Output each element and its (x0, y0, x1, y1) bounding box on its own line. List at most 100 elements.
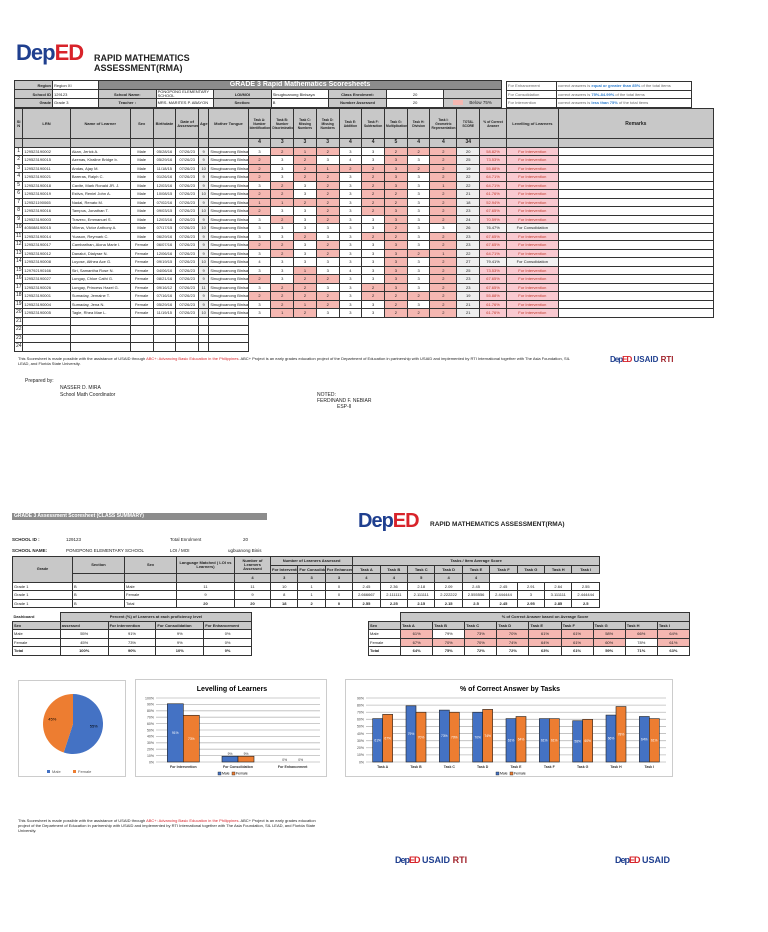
sex: Male (129, 214, 154, 224)
legend-text: less than 75% (591, 100, 618, 106)
x-tick-label: Task I (644, 765, 654, 769)
task-score: 3 (338, 248, 363, 258)
assessment-date: 07/26/23 (175, 223, 199, 233)
remarks (557, 155, 715, 165)
value: 64% (656, 629, 691, 639)
max-score (505, 138, 559, 148)
teacher-label: Teacher : (98, 98, 157, 108)
column-header: Task B (432, 620, 466, 630)
assessment-date: 07/26/23 (175, 163, 199, 173)
value: 58% (592, 629, 626, 639)
task-score: 3 (338, 299, 363, 309)
row-number: 18 (13, 291, 24, 301)
legend-label: Male (222, 772, 230, 776)
task-score: 2 (429, 257, 458, 267)
group-row: % of Correct Answer based on Average Sco… (368, 612, 690, 622)
assessment-date: 07/26/23 (175, 155, 199, 165)
y-tick-label: 50% (147, 728, 154, 732)
header-info: Region Region XI GRADE 3 Rapid Mathemati… (14, 80, 502, 108)
column-header: Task F: Subtraction (361, 108, 386, 139)
row-number: 13 (13, 248, 24, 258)
mother-tongue: Sinugbuanong Binisaya (208, 308, 249, 318)
y-tick-label: 40% (357, 732, 364, 736)
sex: Female (129, 291, 154, 301)
empty-cell (129, 333, 154, 343)
level-legend: For Enhancement correct answers is equal … (506, 81, 692, 108)
mother-tongue: Sinugbuanong Binisaya (208, 155, 249, 165)
remarks (557, 172, 715, 182)
remarks (557, 180, 715, 190)
task-score: 3 (384, 274, 408, 284)
age: 10 (197, 206, 210, 216)
bar-label: 0% (298, 758, 303, 762)
row-number: 8 (13, 206, 24, 216)
row-number: 22 (13, 325, 24, 335)
column-header: Task D (496, 620, 530, 630)
task-score: 2 (247, 274, 272, 284)
learner-level: For Intervention (505, 299, 559, 309)
value: 70% (432, 637, 466, 647)
total-score: 20 (456, 146, 481, 156)
age: 9 (197, 248, 210, 258)
task-score: 3 (270, 163, 295, 173)
task-score: 3 (315, 265, 340, 275)
y-tick-label: 50% (357, 725, 364, 729)
grade: Grade 1 (12, 581, 73, 591)
task-score: 3 (361, 214, 386, 224)
max-score (69, 138, 131, 148)
empty-cell (69, 325, 131, 335)
bar-label: 64% (641, 737, 648, 741)
summary-enrol-label: Total Enrolment (170, 537, 202, 542)
table-row: 6 129523190019 Estiva, Reniel John A. Male 1… (13, 189, 715, 199)
value: 64% (528, 637, 562, 647)
summary-header: Language Matched ( LOI vs Learners) (176, 556, 235, 574)
row-number: 2 (13, 155, 24, 165)
birthdate: 06/07/16 (152, 240, 177, 250)
learner-level: For Consolidation (505, 223, 559, 233)
column-header: Task C (464, 620, 498, 630)
task-average: 2.555556 (461, 590, 491, 600)
count: 8 (269, 590, 299, 600)
learner-level: For Intervention (505, 308, 559, 318)
sex: Female (129, 299, 154, 309)
task-score: 2 (384, 146, 408, 156)
bar-male (221, 755, 239, 763)
bar-label: 9% (228, 752, 233, 756)
row-number: 12 (13, 240, 24, 250)
max-score: 34 (456, 138, 481, 148)
task-average: 2.91 (516, 581, 546, 591)
table-row: 8 129523190016 Tampus, Jonathan T. Male 09/0… (13, 206, 715, 216)
mother-tongue: Sinugbuanong Binisaya (208, 282, 249, 292)
summary-header: Sex (124, 556, 177, 574)
empty-cell (197, 316, 210, 326)
empty-cell (208, 342, 249, 352)
empty-cell (175, 342, 199, 352)
empty-cell (129, 342, 154, 352)
value: 61% (560, 637, 594, 647)
pie-label: 55% (90, 723, 98, 728)
learner-name: Siri, Samantha Rose N. (69, 265, 131, 275)
age: 9 (197, 214, 210, 224)
task-score: 2 (247, 240, 272, 250)
max-score: 4 (406, 138, 431, 148)
row-number: 6 (13, 189, 24, 199)
below-swatch (453, 100, 464, 106)
task-average: 2.444444 (489, 590, 518, 600)
task-score: 3 (338, 172, 363, 182)
task-score: 1 (429, 248, 458, 258)
remarks (557, 223, 715, 233)
task-score: 2 (315, 248, 340, 258)
legend-text: correct answers is (558, 100, 592, 106)
task-score: 3 (406, 299, 431, 309)
task-score: 2 (270, 291, 295, 301)
bar-label: 66% (608, 737, 615, 741)
task-score: 3 (338, 308, 363, 318)
task-score: 3 (384, 172, 408, 182)
column-header: For Enhancement (203, 620, 252, 630)
tasks-header: Tasks / Item Average Score (352, 556, 600, 566)
task-average: 3 (516, 590, 546, 600)
y-tick-label: 70% (357, 711, 364, 715)
sheet-title: GRADE 3 Rapid Mathematics Scoresheets (98, 80, 502, 90)
sex-pie-chart: 55% 45% Male Female (18, 680, 126, 777)
